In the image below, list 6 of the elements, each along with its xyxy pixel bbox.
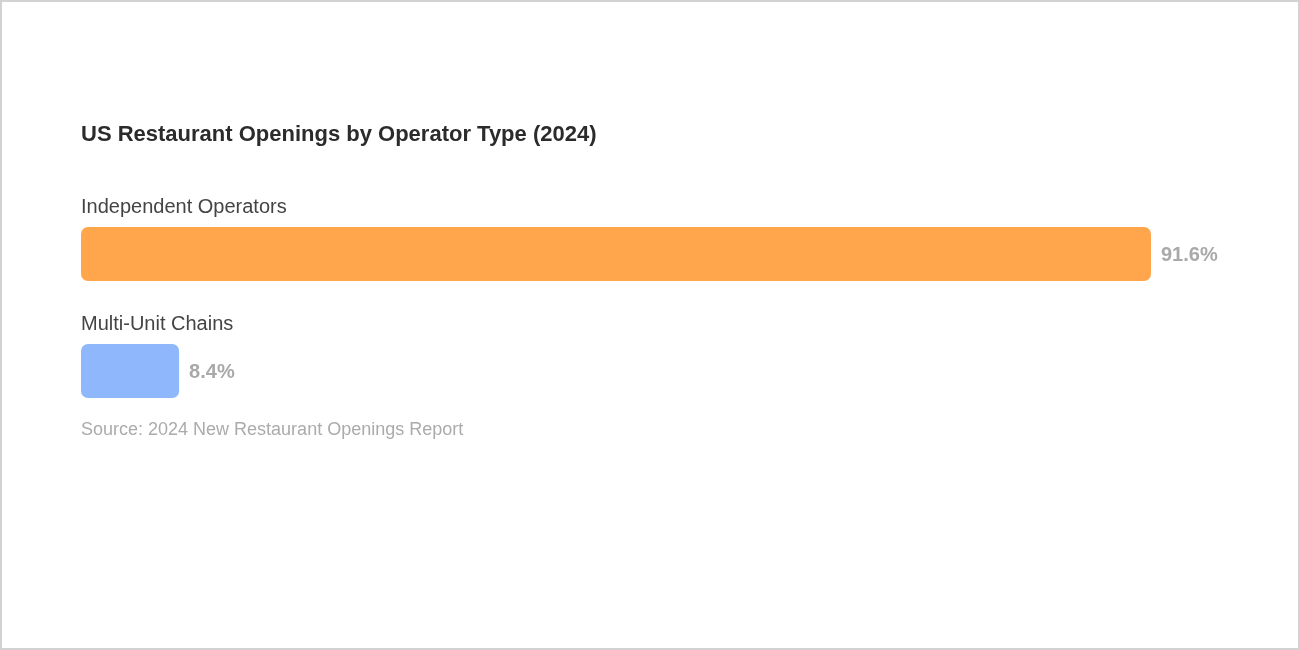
source-note: Source: 2024 New Restaurant Openings Report: [81, 419, 464, 439]
y-tick-label: Multi-Unit Chains: [81, 312, 234, 334]
chart-title: US Restaurant Openings by Operator Type (2024): [81, 121, 597, 146]
data-label: 8.4%: [189, 360, 235, 382]
y-tick-label: Independent Operators: [81, 195, 287, 217]
data-label: 91.6%: [1161, 243, 1218, 265]
